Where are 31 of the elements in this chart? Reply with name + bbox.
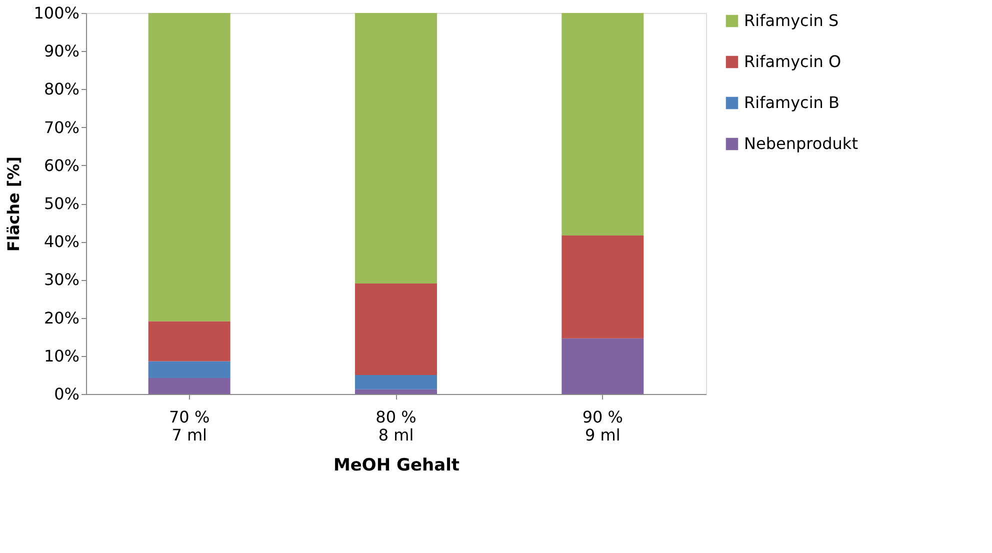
y-tick-label: 0% [54, 384, 80, 404]
y-tick-label: 100% [34, 4, 80, 22]
y-axis-title: Fläche [%] [4, 156, 23, 252]
bar [355, 374, 437, 390]
bar [148, 361, 230, 378]
bar [562, 236, 644, 338]
bar [148, 378, 230, 394]
bar [148, 13, 230, 322]
bar [562, 13, 644, 236]
bar [355, 284, 437, 375]
x-tick-label: 90 % 9 ml [582, 408, 623, 444]
legend-label: Nebenprodukt [744, 134, 858, 153]
legend-label: Rifamycin B [744, 93, 840, 112]
bar [355, 389, 437, 394]
y-tick-label: 20% [44, 308, 80, 328]
y-tick-label: 80% [44, 80, 80, 99]
y-tick-label: 90% [44, 42, 80, 61]
x-axis-title: MeOH Gehalt [333, 456, 460, 476]
y-tick-label: 40% [44, 232, 80, 252]
y-tick-label: 10% [44, 346, 80, 366]
y-tick-label: 60% [44, 156, 80, 175]
bar [562, 338, 644, 394]
y-tick-label: 30% [44, 270, 80, 290]
legend-label: Rifamycin O [744, 52, 842, 71]
y-tick-label: 50% [44, 194, 80, 213]
x-tick-label: 70 % 7 ml [169, 408, 210, 444]
bar [148, 321, 230, 362]
bar [355, 13, 437, 284]
x-tick-label: 80 % 8 ml [376, 408, 416, 444]
y-tick-label: 70% [44, 118, 80, 137]
legend-label: Rifamycin S [744, 11, 839, 30]
